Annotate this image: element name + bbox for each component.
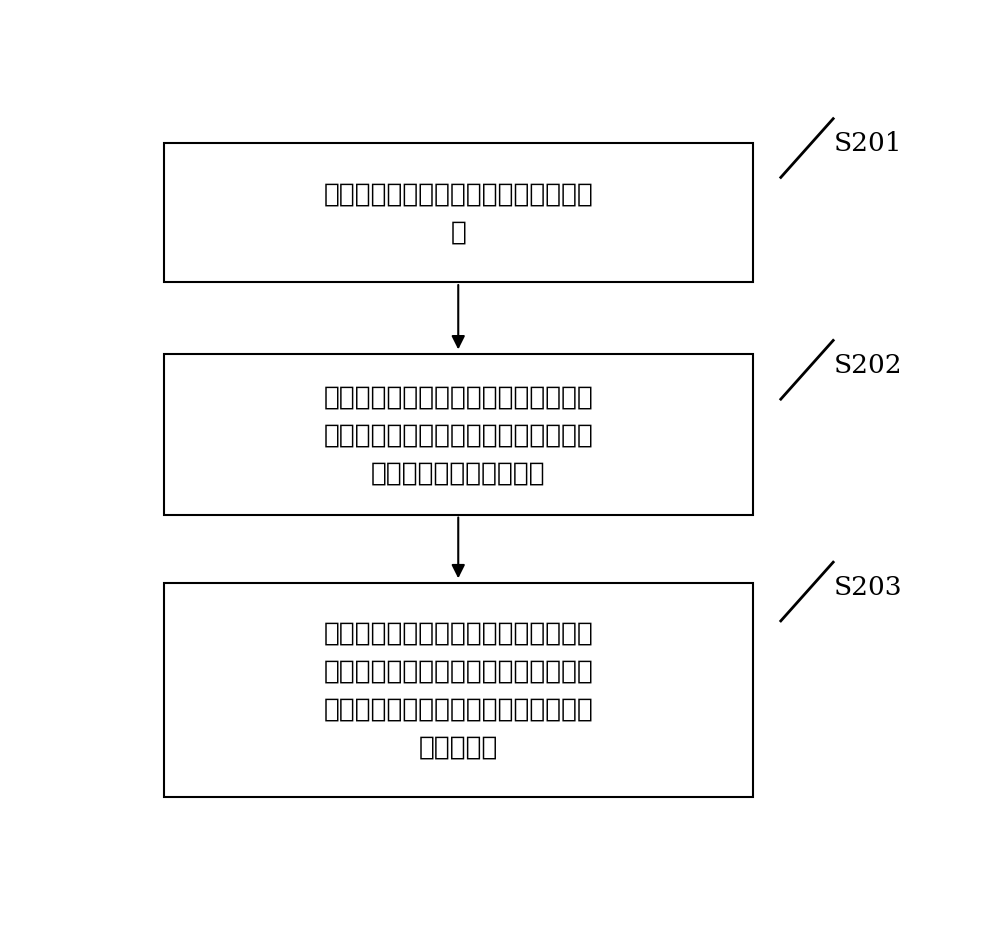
FancyBboxPatch shape — [164, 583, 753, 797]
Text: 获取无人驾驶测试算法对所述仿真数据
进行运算后对车辆的控制量，将所述控
制量输入车辆运动模拟器: 获取无人驾驶测试算法对所述仿真数据 进行运算后对车辆的控制量，将所述控 制量输入… — [323, 384, 593, 485]
Text: S203: S203 — [834, 574, 903, 599]
Text: S201: S201 — [834, 131, 903, 156]
Text: S202: S202 — [834, 353, 903, 378]
Text: 获取车辆运动模拟器根据所述控制量所
产生的车辆实际行驶轨迹，采用所述车
辆实际行驶轨迹确定所述无人驾驶测试
算法的性能: 获取车辆运动模拟器根据所述控制量所 产生的车辆实际行驶轨迹，采用所述车 辆实际行… — [323, 620, 593, 760]
Text: 建立仿真场景，生成仿真场景的仿真数
据: 建立仿真场景，生成仿真场景的仿真数 据 — [323, 181, 593, 245]
FancyBboxPatch shape — [164, 354, 753, 515]
FancyBboxPatch shape — [164, 144, 753, 283]
